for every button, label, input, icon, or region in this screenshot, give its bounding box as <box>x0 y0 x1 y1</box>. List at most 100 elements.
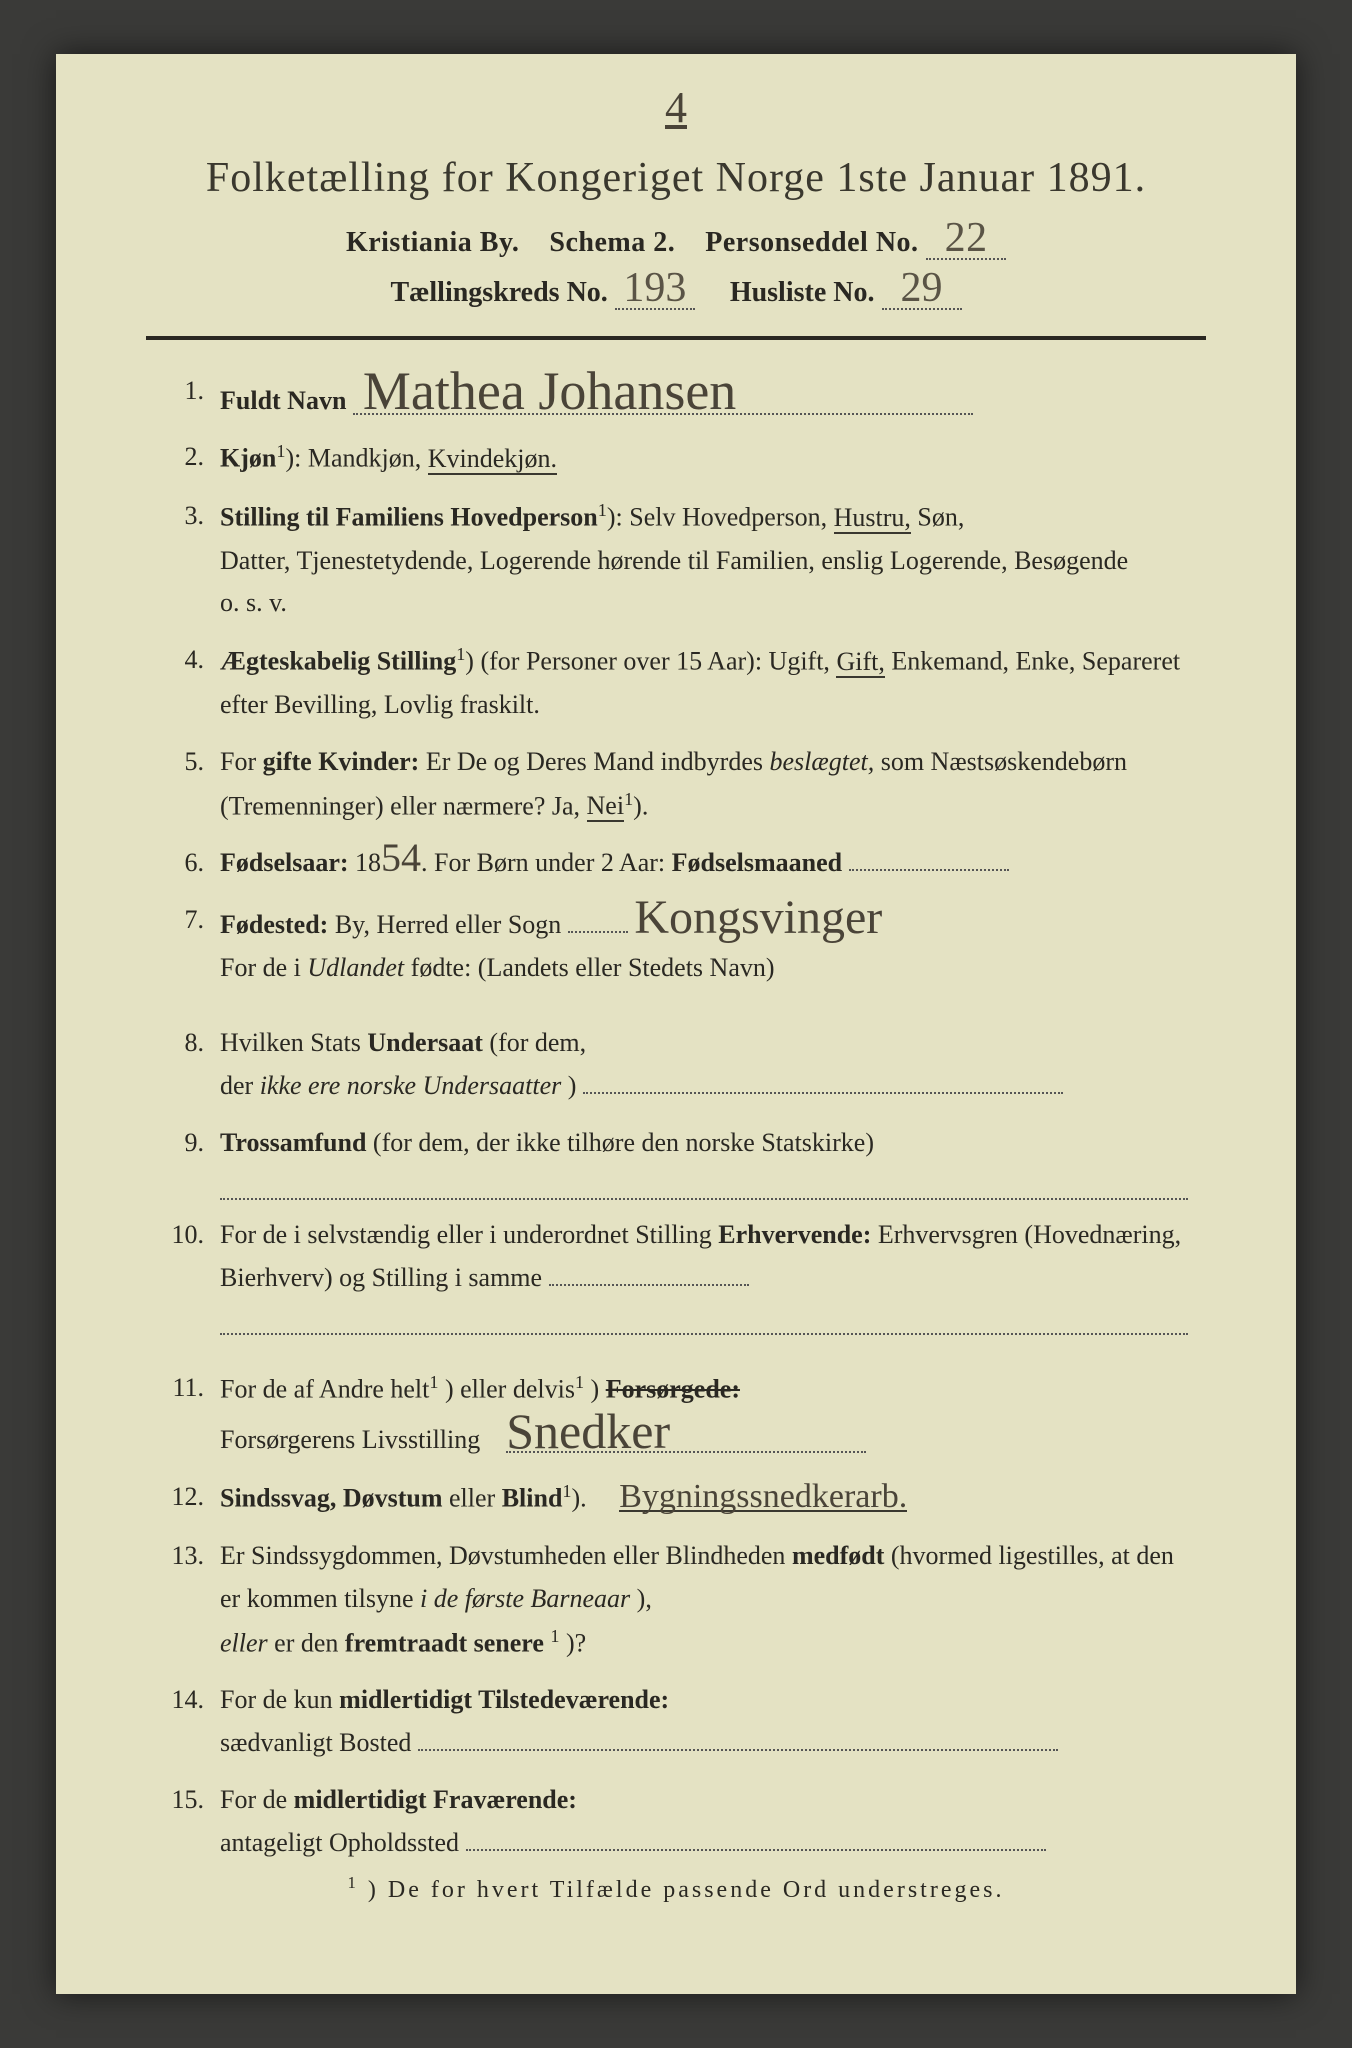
sup-1: 1 <box>276 441 285 461</box>
q8-b1: Undersaat <box>367 1028 483 1057</box>
kreds-value: 193 <box>615 270 695 310</box>
sup-3: 1 <box>456 644 465 664</box>
footnote: 1 ) De for hvert Tilfælde passende Ord u… <box>56 1873 1296 1904</box>
q13-row: 13. Er Sindssygdommen, Døvstumheden elle… <box>164 1535 1188 1665</box>
sup-5: 1 <box>429 1372 438 1392</box>
q11-t1: For de af Andre helt <box>220 1374 429 1403</box>
q5-num: 5. <box>164 741 220 784</box>
q14-t2: sædvanligt Bosted <box>220 1728 411 1757</box>
q12-b2: Blind <box>502 1484 563 1513</box>
q7-dots <box>568 907 628 933</box>
q4-content: Ægteskabelig Stilling1) (for Personer ov… <box>220 639 1188 726</box>
q11-b1: Forsørgede: <box>606 1374 740 1403</box>
q11-t2: ) eller delvis <box>445 1374 575 1403</box>
q4-opts1: Ugift, <box>769 647 837 676</box>
gap-2 <box>164 1349 1188 1367</box>
q8-content: Hvilken Stats Undersaat (for dem, der ik… <box>220 1022 1188 1108</box>
q6-row: 6. Fødselsaar: 1854. For Børn under 2 Aa… <box>164 842 1188 885</box>
q13-i2: eller <box>220 1628 268 1657</box>
q10-t1: For de i selvstændig eller i underordnet… <box>220 1220 718 1249</box>
q9-num: 9. <box>164 1122 220 1165</box>
q13-i1: i de første Barneaar <box>420 1584 630 1613</box>
q1-num: 1. <box>164 370 220 413</box>
footnote-text: ) De for hvert Tilfælde passende Ord und… <box>368 1877 1005 1903</box>
q6-prefix: 18 <box>355 848 381 877</box>
subtitle-row-1: Kristiania By. Schema 2. Personseddel No… <box>146 220 1206 260</box>
sup-2: 1 <box>598 500 607 520</box>
page-number-mark: 4 <box>665 82 687 133</box>
q7-value: Kongsvinger <box>634 899 882 937</box>
q15-blank <box>466 1825 1046 1851</box>
q15-t1: For de <box>220 1785 294 1814</box>
q14-blank <box>418 1725 1058 1751</box>
q3-selected: Hustru, <box>834 503 911 534</box>
q11-num: 11. <box>164 1367 220 1410</box>
q10-b1: Erhvervende: <box>718 1220 871 1249</box>
q15-content: For de midlertidigt Fraværende: antageli… <box>220 1779 1188 1865</box>
q4-row: 4. Ægteskabelig Stilling1) (for Personer… <box>164 639 1188 726</box>
q8-t4: ) <box>568 1071 577 1100</box>
q5-t2: Er De og Deres Mand indbyrdes <box>426 747 770 776</box>
q1-content: Fuldt Navn Mathea Johansen <box>220 370 1188 423</box>
q11-t3: ) <box>591 1374 606 1403</box>
census-form-page: 4 Folketælling for Kongeriget Norge 1ste… <box>56 54 1296 1994</box>
husliste-label: Husliste No. <box>730 277 875 308</box>
q3-opts1: Selv Hovedperson, <box>629 503 833 532</box>
q2-row: 2. Kjøn1): Mandkjøn, Kvindekjøn. <box>164 436 1188 481</box>
q11-row: 11. For de af Andre helt1 ) eller delvis… <box>164 1367 1188 1462</box>
q8-num: 8. <box>164 1022 220 1065</box>
q2-label: Kjøn <box>220 444 276 473</box>
q13-t4: er den <box>274 1628 345 1657</box>
q6-t2: For Børn under 2 Aar: <box>434 848 672 877</box>
q9-row: 9. Trossamfund (for dem, der ikke tilhør… <box>164 1122 1188 1200</box>
q9-label: Trossamfund <box>220 1128 366 1157</box>
header-divider <box>146 336 1206 340</box>
q3-label: Stilling til Familiens Hovedperson <box>220 503 598 532</box>
q14-num: 14. <box>164 1679 220 1722</box>
q8-t1: Hvilken Stats <box>220 1028 367 1057</box>
q4-label: Ægteskabelig Stilling <box>220 647 456 676</box>
q8-blank <box>583 1068 1063 1094</box>
q1-value: Mathea Johansen <box>353 370 973 415</box>
schema-label: Schema 2. <box>549 227 675 258</box>
q3-opts2: Søn, <box>917 503 964 532</box>
q9-content: Trossamfund (for dem, der ikke tilhøre d… <box>220 1122 1188 1200</box>
q5-content: For gifte Kvinder: Er De og Deres Mand i… <box>220 741 1188 828</box>
q14-b1: midlertidigt Tilstedeværende: <box>339 1685 669 1714</box>
q15-b1: midlertidigt Fraværende: <box>294 1785 577 1814</box>
kreds-label: Tællingskreds No. <box>390 277 607 308</box>
q12-num: 12. <box>164 1476 220 1519</box>
q4-paren: (for Personer over 15 Aar): <box>474 647 769 676</box>
q3-opts4: o. s. v. <box>220 588 287 617</box>
q5-t1: For <box>220 747 263 776</box>
form-header: Folketælling for Kongeriget Norge 1ste J… <box>146 154 1206 310</box>
sup-8: 1 <box>550 1626 559 1646</box>
q10-num: 10. <box>164 1214 220 1257</box>
q3-content: Stilling til Familiens Hovedperson1): Se… <box>220 495 1188 625</box>
q12-row: 12. Sindssvag, Døvstum eller Blind1). By… <box>164 1476 1188 1521</box>
q15-t2: antageligt Opholdssted <box>220 1828 459 1857</box>
q7-row: 7. Fødested: By, Herred eller Sogn Kongs… <box>164 899 1188 990</box>
personseddel-value: 22 <box>926 220 1006 260</box>
q6-label2: Fødselsmaaned <box>672 848 842 877</box>
q7-t1: By, Herred eller Sogn <box>335 910 561 939</box>
q7-i1: Udlandet <box>307 953 404 982</box>
q2-num: 2. <box>164 436 220 479</box>
q1-label: Fuldt Navn <box>220 386 346 415</box>
q10-row: 10. For de i selvstændig eller i underor… <box>164 1214 1188 1335</box>
form-body: 1. Fuldt Navn Mathea Johansen 2. Kjøn1):… <box>146 370 1206 1865</box>
sup-6: 1 <box>575 1372 584 1392</box>
q10-blank2 <box>220 1304 1188 1335</box>
q8-t2: (for dem, <box>489 1028 586 1057</box>
q8-row: 8. Hvilken Stats Undersaat (for dem, der… <box>164 1022 1188 1108</box>
q11-value: Snedker <box>506 1411 866 1453</box>
q3-opts3: Datter, Tjenestetydende, Logerende høren… <box>220 546 1128 575</box>
q3-row: 3. Stilling til Familiens Hovedperson1):… <box>164 495 1188 625</box>
q15-num: 15. <box>164 1779 220 1822</box>
footnote-marker: 1 <box>348 1873 359 1892</box>
q13-num: 13. <box>164 1535 220 1578</box>
q6-month-blank <box>849 845 1009 871</box>
q12-t1: eller <box>449 1484 502 1513</box>
q7-content: Fødested: By, Herred eller Sogn Kongsvin… <box>220 899 1188 990</box>
q4-selected: Gift, <box>836 647 884 678</box>
